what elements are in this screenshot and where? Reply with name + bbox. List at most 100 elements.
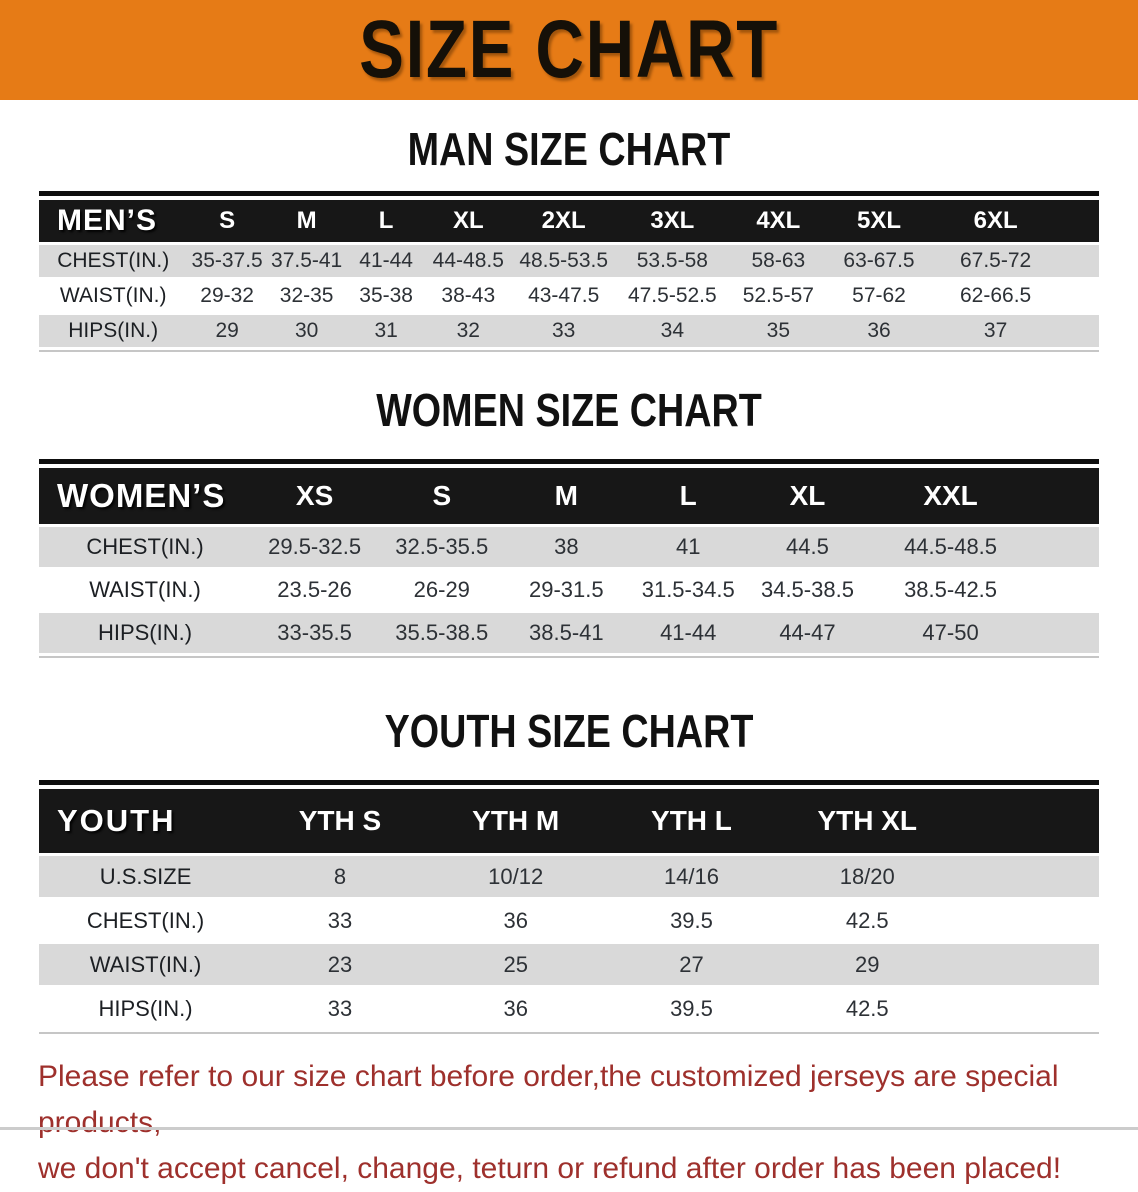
row-filler-cell [955,900,1099,941]
size-table-row: HIPS(IN.) 33-35.5 35.5-38.5 38.5-41 41-44 44-… [39,613,1099,653]
size-value-cell: 63-67.5 [828,245,930,277]
size-table-header-row: YOUTH YTH S YTH M YTH L YTH XL [39,789,1099,853]
size-table-header-row: MEN’S S M L XL 2XL 3XL 4XL 5XL 6XL [39,200,1099,242]
size-value-cell: 29-32 [187,280,267,312]
size-value-cell: 42.5 [779,988,956,1029]
size-value-cell: 35 [727,315,829,347]
size-column-header: YTH XL [779,789,956,853]
size-value-cell: 39.5 [603,900,780,941]
size-value-cell: 62-66.5 [929,280,1062,312]
order-policy-note-line2: we don't accept cancel, change, teturn o… [38,1152,1062,1185]
row-filler-cell [955,988,1099,1029]
size-value-cell: 32.5-35.5 [378,527,506,567]
size-column-header: S [187,200,267,242]
order-policy-note: Please refer to our size chart before or… [0,1054,1138,1192]
bottom-edge-divider [0,1127,1138,1130]
youth-size-table: YOUTH YTH S YTH M YTH L YTH XL U.S.SIZE 8 10/12… [39,786,1099,1032]
size-value-cell: 53.5-58 [616,245,728,277]
size-table-row: WAIST(IN.) 23 25 27 29 [39,944,1099,985]
size-value-cell: 18/20 [779,856,956,897]
size-value-cell: 41-44 [346,245,426,277]
row-label: WAIST(IN.) [39,280,188,312]
size-value-cell: 23 [252,944,428,985]
row-filler-cell [1035,527,1099,567]
row-label: WAIST(IN.) [39,570,251,610]
size-value-cell: 38.5-42.5 [865,570,1036,610]
size-chart-banner: SIZE CHART [0,0,1138,100]
size-value-cell: 58-63 [727,245,829,277]
size-value-cell: 37 [929,315,1062,347]
row-filler-cell [1035,613,1099,653]
size-value-cell: 57-62 [828,280,930,312]
size-table-row: CHEST(IN.) 33 36 39.5 42.5 [39,900,1099,941]
header-filler-cell [955,789,1099,853]
size-value-cell: 42.5 [779,900,956,941]
size-value-cell: 33 [252,988,428,1029]
size-value-cell: 14/16 [603,856,780,897]
size-table-row: WAIST(IN.) 29-32 32-35 35-38 38-43 43-47.5 47.… [39,280,1099,312]
men-size-section: MAN SIZE CHART MEN’S S M L XL 2XL 3XL 4XL 5XL 6XL… [0,126,1138,352]
size-column-header: XS [251,468,379,524]
size-value-cell: 38-43 [425,280,511,312]
size-value-cell: 41 [627,527,750,567]
size-value-cell: 10/12 [427,856,604,897]
table-group-label: YOUTH [39,789,253,853]
size-value-cell: 31.5-34.5 [627,570,750,610]
size-value-cell: 44.5-48.5 [865,527,1036,567]
youth-size-table-wrap: YOUTH YTH S YTH M YTH L YTH XL U.S.SIZE 8 10/12… [39,780,1099,1034]
size-column-header: S [378,468,506,524]
size-value-cell: 29 [779,944,956,985]
row-label: U.S.SIZE [39,856,253,897]
size-column-header: XL [425,200,511,242]
size-column-header: L [346,200,426,242]
row-label: HIPS(IN.) [39,613,251,653]
size-value-cell: 33 [252,900,428,941]
order-policy-note-line1: Please refer to our size chart before or… [38,1060,1059,1139]
size-value-cell: 25 [427,944,604,985]
women-size-section: WOMEN SIZE CHART WOMEN’S XS S M L XL XXL CHEST(… [0,387,1138,658]
size-value-cell: 36 [828,315,930,347]
size-value-cell: 27 [603,944,780,985]
size-value-cell: 47-50 [865,613,1036,653]
size-column-header: 2XL [510,200,617,242]
row-filler-cell [955,856,1099,897]
size-value-cell: 29 [187,315,267,347]
size-table-row: CHEST(IN.) 29.5-32.5 32.5-35.5 38 41 44.5 44.5… [39,527,1099,567]
size-value-cell: 43-47.5 [510,280,617,312]
size-value-cell: 26-29 [378,570,506,610]
size-value-cell: 39.5 [603,988,780,1029]
header-filler-cell [1061,200,1099,242]
size-value-cell: 35-37.5 [187,245,267,277]
row-label: WAIST(IN.) [39,944,253,985]
size-value-cell: 29-31.5 [505,570,628,610]
size-value-cell: 44-47 [749,613,866,653]
size-value-cell: 30 [266,315,347,347]
men-chart-heading: MAN SIZE CHART [407,123,731,175]
men-size-table-wrap: MEN’S S M L XL 2XL 3XL 4XL 5XL 6XL CHEST(IN.) 35-37… [39,191,1099,352]
women-size-table-wrap: WOMEN’S XS S M L XL XXL CHEST(IN.) 29.5-32.5 32.5… [39,459,1099,658]
size-value-cell: 33 [510,315,617,347]
size-value-cell: 44.5 [749,527,866,567]
header-filler-cell [1035,468,1099,524]
size-value-cell: 35.5-38.5 [378,613,506,653]
row-label: CHEST(IN.) [39,245,188,277]
size-value-cell: 32-35 [266,280,347,312]
size-column-header: 5XL [828,200,930,242]
size-value-cell: 67.5-72 [929,245,1062,277]
size-value-cell: 32 [425,315,511,347]
size-column-header: XL [749,468,866,524]
youth-chart-heading: YOUTH SIZE CHART [384,705,754,757]
size-value-cell: 34.5-38.5 [749,570,866,610]
row-label: HIPS(IN.) [39,315,188,347]
size-column-header: M [266,200,347,242]
size-table-row: HIPS(IN.) 33 36 39.5 42.5 [39,988,1099,1029]
size-table-header-row: WOMEN’S XS S M L XL XXL [39,468,1099,524]
men-size-table: MEN’S S M L XL 2XL 3XL 4XL 5XL 6XL CHEST(IN.) 35-37… [39,197,1099,350]
row-label: CHEST(IN.) [39,900,253,941]
size-value-cell: 47.5-52.5 [616,280,728,312]
size-value-cell: 41-44 [627,613,750,653]
size-value-cell: 44-48.5 [425,245,511,277]
size-column-header: YTH L [603,789,780,853]
size-column-header: XXL [865,468,1036,524]
size-column-header: L [627,468,750,524]
